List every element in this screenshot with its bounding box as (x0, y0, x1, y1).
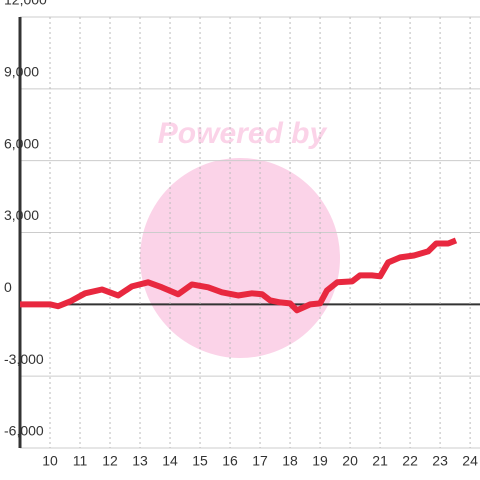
x-tick-label: 24 (462, 453, 478, 469)
y-tick-label: 3,000 (4, 207, 39, 223)
x-tick-label: 23 (432, 453, 448, 469)
data-line (20, 237, 458, 314)
x-tick-label: 11 (73, 453, 88, 469)
y-tick-label: -6,000 (4, 423, 44, 439)
x-tick-label: 22 (402, 453, 418, 469)
x-tick-label: 21 (372, 453, 388, 469)
y-tick-label: 9,000 (4, 64, 39, 80)
x-tick-label: 12 (102, 453, 118, 469)
y-tick-label: 12,000 (4, 0, 47, 8)
x-tick-label: 15 (192, 453, 208, 469)
x-tick-label: 10 (42, 453, 58, 469)
x-tick-label: 13 (132, 453, 148, 469)
x-tick-label: 17 (252, 453, 268, 469)
x-tick-label: 14 (162, 453, 178, 469)
x-tick-label: 19 (312, 453, 328, 469)
x-tick-label: 20 (342, 453, 358, 469)
x-tick-label: 16 (222, 453, 238, 469)
y-tick-label: 6,000 (4, 135, 39, 151)
y-tick-label: 0 (4, 279, 12, 295)
x-tick-label: 18 (282, 453, 298, 469)
y-tick-label: -3,000 (4, 351, 44, 367)
watermark: Powered by (158, 117, 328, 150)
